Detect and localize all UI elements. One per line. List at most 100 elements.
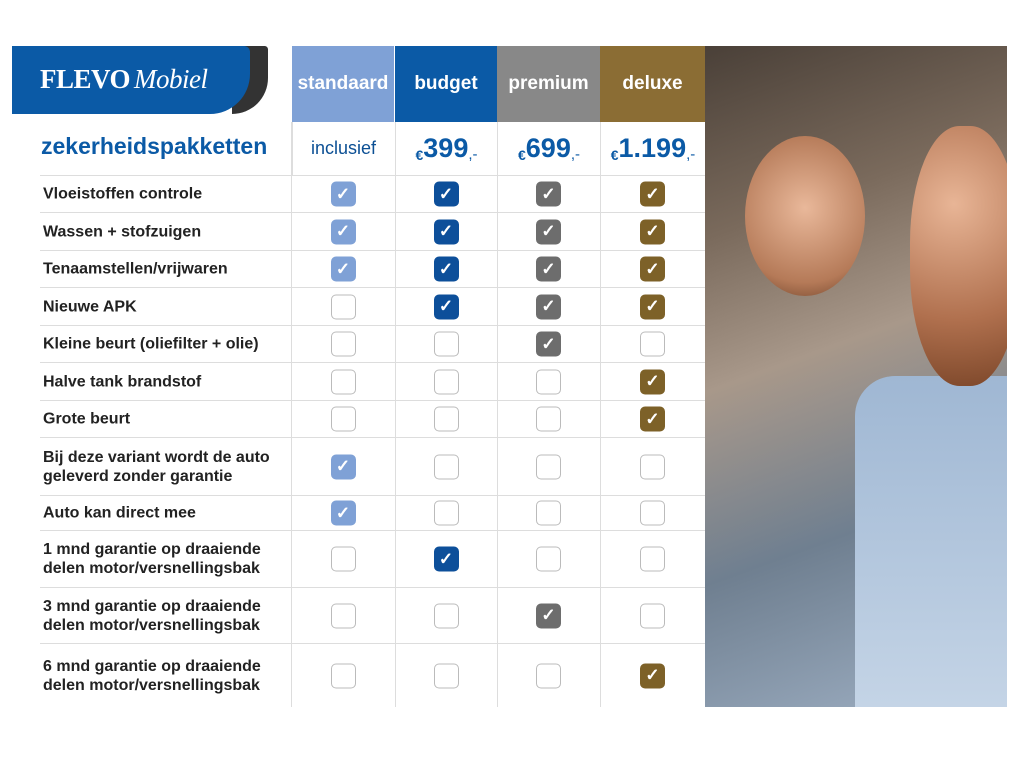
woman-face — [745, 136, 865, 296]
checkbox-standaard — [330, 369, 356, 394]
checkbox-deluxe — [640, 546, 665, 572]
price-suffix: ,- — [468, 146, 478, 163]
table-row: 3 mnd garantie op draaiende delen motor/… — [40, 587, 705, 643]
table-row: Vloeistoffen controle ✓ ✓ ✓ ✓ — [40, 175, 705, 212]
logo-box — [12, 46, 250, 114]
checkbox-premium — [536, 500, 561, 526]
row-label: Vloeistoffen controle — [43, 185, 203, 203]
table-row: Grote beurt ✓ — [40, 400, 705, 437]
row-label: Halve tank brandstof — [43, 373, 202, 390]
checkbox-deluxe — [640, 603, 665, 628]
checkbox-standaard — [330, 546, 356, 572]
currency-symbol: € — [610, 146, 619, 163]
checkbox-budget — [433, 406, 459, 432]
price-deluxe: €1.199 ,- — [600, 122, 705, 175]
checkbox-standaard — [330, 331, 356, 357]
checkbox-premium — [536, 369, 561, 394]
row-label: Tenaamstellen/vrijwaren — [43, 260, 228, 278]
row-label: Grote beurt — [43, 410, 131, 428]
checkbox-checked-premium: ✓ — [536, 219, 561, 244]
price-value: 699 — [525, 133, 571, 163]
column-divider — [600, 122, 601, 707]
checkbox-checked-premium: ✓ — [536, 603, 561, 628]
checkbox-checked-premium: ✓ — [536, 181, 561, 207]
brand-name-italic: Mobiel — [133, 64, 208, 94]
table-row: Halve tank brandstof ✓ — [40, 362, 705, 400]
row-label: Auto kan direct mee — [43, 504, 196, 522]
checkbox-budget — [433, 663, 459, 688]
checkbox-standaard — [330, 406, 356, 432]
price-value: 1.199 — [618, 133, 687, 163]
column-divider — [291, 122, 292, 707]
page-title: zekerheidspakketten — [41, 133, 268, 159]
checkbox-checked-deluxe: ✓ — [640, 369, 665, 394]
checkbox-checked-premium: ✓ — [536, 294, 561, 319]
checkbox-standaard — [330, 294, 356, 319]
table-row: Wassen + stofzuigen ✓ ✓ ✓ ✓ — [40, 212, 705, 250]
row-label: Nieuwe APK — [43, 298, 137, 315]
checkbox-deluxe — [640, 500, 665, 526]
row-label: Bij deze variant wordt de auto geleverd … — [43, 448, 270, 485]
table-row: 1 mnd garantie op draaiende delen motor/… — [40, 530, 705, 587]
checkbox-premium — [536, 546, 561, 572]
price-standaard: inclusief — [292, 122, 394, 175]
price-suffix: ,- — [686, 146, 696, 163]
column-header-premium: premium — [497, 46, 600, 122]
column-divider — [395, 122, 396, 707]
checkbox-checked-deluxe: ✓ — [640, 406, 665, 432]
man-face — [910, 126, 1007, 386]
checkbox-checked-budget: ✓ — [433, 181, 459, 207]
checkbox-checked-budget: ✓ — [433, 219, 459, 244]
man-shirt — [855, 376, 1007, 707]
couple-in-car-photo — [705, 46, 1007, 707]
table-row: Bij deze variant wordt de auto geleverd … — [40, 437, 705, 495]
price-suffix: ,- — [570, 146, 581, 163]
flevo-mobiel-logo: FLEVO Mobiel — [12, 46, 268, 114]
row-label: Kleine beurt (oliefilter + olie) — [43, 335, 259, 353]
checkbox-checked-deluxe: ✓ — [640, 256, 665, 282]
column-divider — [497, 122, 498, 707]
checkbox-checked-premium: ✓ — [536, 256, 561, 282]
checkbox-deluxe — [640, 454, 665, 479]
checkbox-standaard — [330, 663, 356, 688]
checkbox-checked-standaard: ✓ — [330, 454, 356, 479]
table-row: Tenaamstellen/vrijwaren ✓ ✓ ✓ ✓ — [40, 250, 705, 287]
checkbox-premium — [536, 406, 561, 432]
currency-symbol: € — [517, 146, 526, 163]
checkbox-checked-budget: ✓ — [433, 294, 459, 319]
row-label: 3 mnd garantie op draaiende delen motor/… — [43, 597, 261, 634]
column-header-deluxe: deluxe — [600, 46, 705, 122]
row-label: Wassen + stofzuigen — [43, 223, 202, 240]
table-row: Nieuwe APK ✓ ✓ ✓ — [40, 287, 705, 325]
column-header-budget: budget — [395, 46, 497, 122]
brand-name: FLEVO — [40, 64, 130, 94]
column-header-standaard: standaard — [292, 46, 394, 122]
checkbox-checked-deluxe: ✓ — [640, 663, 665, 688]
checkbox-standaard — [330, 603, 356, 628]
checkbox-budget — [433, 454, 459, 479]
price-premium: €699 ,- — [497, 122, 600, 175]
checkbox-budget — [433, 369, 459, 394]
price-value: 399 — [423, 133, 469, 163]
checkbox-checked-standaard: ✓ — [330, 256, 356, 282]
checkbox-checked-deluxe: ✓ — [640, 219, 665, 244]
checkbox-checked-standaard: ✓ — [330, 219, 356, 244]
checkbox-checked-budget: ✓ — [433, 546, 459, 572]
row-label: 6 mnd garantie op draaiende delen motor/… — [43, 657, 261, 694]
logo-text: FLEVO Mobiel — [40, 64, 208, 95]
checkbox-budget — [433, 331, 459, 357]
checkbox-budget — [433, 603, 459, 628]
checkbox-checked-premium: ✓ — [536, 331, 561, 357]
row-label: 1 mnd garantie op draaiende delen motor/… — [43, 541, 261, 577]
checkbox-premium — [536, 663, 561, 688]
checkbox-premium — [536, 454, 561, 479]
checkbox-budget — [433, 500, 459, 526]
table-row: Kleine beurt (oliefilter + olie) ✓ — [40, 325, 705, 362]
checkbox-checked-budget: ✓ — [433, 256, 459, 282]
checkbox-checked-standaard: ✓ — [330, 500, 356, 526]
checkbox-checked-deluxe: ✓ — [640, 181, 665, 207]
currency-symbol: € — [415, 146, 424, 163]
checkbox-checked-standaard: ✓ — [330, 181, 356, 207]
table-row: 6 mnd garantie op draaiende delen motor/… — [40, 643, 705, 707]
checkbox-deluxe — [640, 331, 665, 357]
